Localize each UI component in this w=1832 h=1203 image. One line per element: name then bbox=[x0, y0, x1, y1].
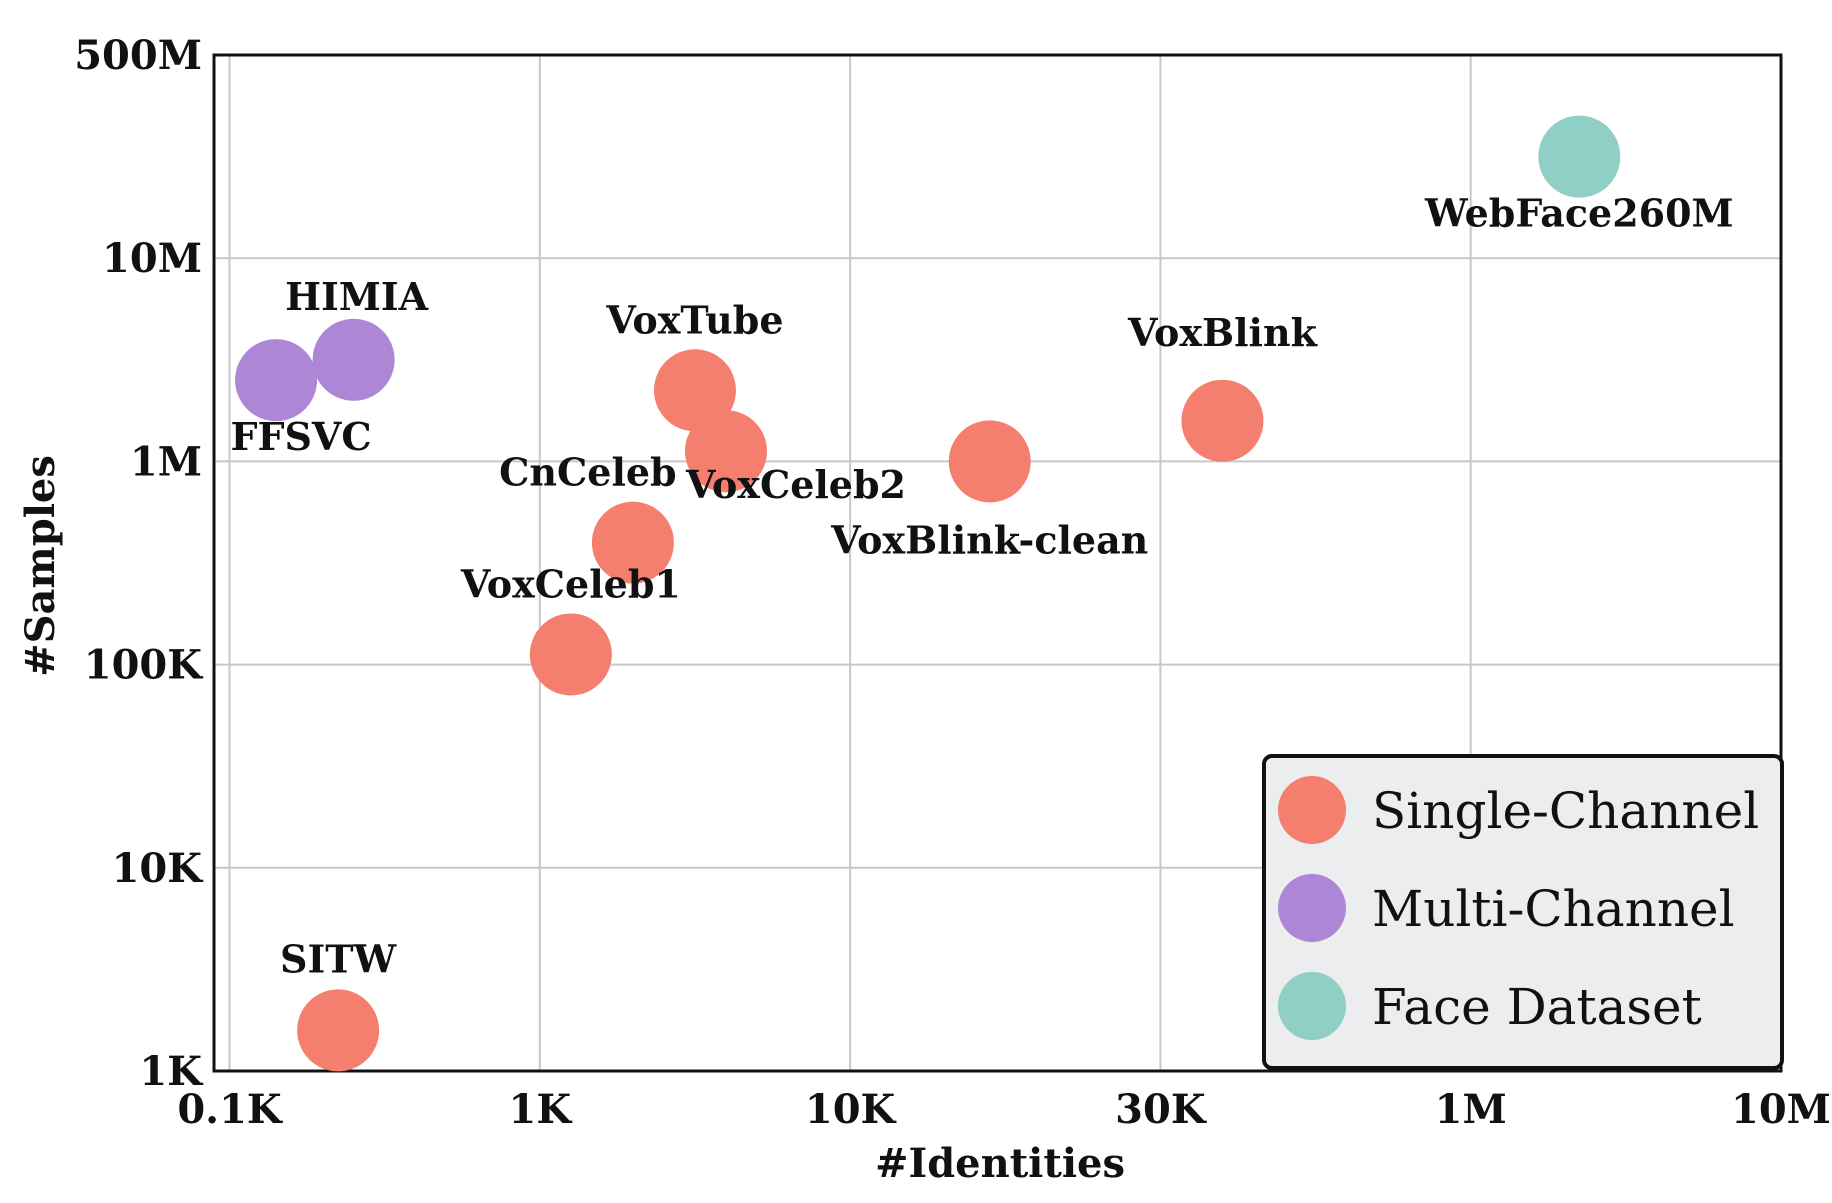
data-point-label: SITW bbox=[280, 936, 397, 981]
legend-box bbox=[1262, 754, 1784, 1070]
legend-label: Multi-Channel bbox=[1372, 880, 1735, 938]
legend-marker bbox=[1278, 972, 1346, 1040]
data-point-label: HIMIA bbox=[285, 274, 429, 319]
data-point bbox=[529, 613, 612, 696]
data-point-label: VoxCeleb1 bbox=[460, 561, 681, 606]
legend-marker bbox=[1278, 776, 1346, 844]
data-point-label: FFSVC bbox=[230, 414, 371, 459]
data-point-label: VoxCeleb2 bbox=[685, 462, 906, 507]
x-tick-label: 10K bbox=[805, 1086, 897, 1133]
data-point-label: WebFace260M bbox=[1424, 191, 1734, 236]
y-tick-label: 500M bbox=[74, 32, 202, 79]
x-tick-label: 1K bbox=[509, 1086, 573, 1133]
y-tick-label: 10M bbox=[102, 235, 202, 282]
y-tick-label: 100K bbox=[84, 642, 203, 689]
y-axis-title: #Samples bbox=[17, 455, 64, 677]
x-axis-title: #Identities bbox=[875, 1140, 1125, 1187]
y-tick-label: 10K bbox=[112, 845, 204, 892]
data-point bbox=[1181, 379, 1264, 462]
x-tick-label: 10M bbox=[1731, 1086, 1831, 1133]
legend-label: Single-Channel bbox=[1372, 782, 1759, 840]
data-point bbox=[235, 339, 318, 422]
data-point bbox=[653, 349, 736, 432]
x-tick-label: 30K bbox=[1115, 1086, 1207, 1133]
data-point bbox=[948, 420, 1031, 503]
legend-label: Face Dataset bbox=[1372, 978, 1702, 1036]
legend-marker bbox=[1278, 874, 1346, 942]
data-points bbox=[235, 115, 1621, 1072]
point-labels: SITW VoxCeleb1 CnCeleb VoxTube VoxCeleb2 VoxB… bbox=[230, 191, 1733, 982]
y-tick-label: 1K bbox=[139, 1048, 203, 1095]
plot-frame bbox=[212, 53, 1783, 1073]
legend: Single-Channel Multi-Channel Face Dataset bbox=[1262, 754, 1784, 1070]
y-tick-label: 1M bbox=[130, 438, 202, 485]
data-point bbox=[591, 501, 674, 584]
data-point-label: VoxBlink bbox=[1127, 310, 1318, 355]
data-point-label: VoxTube bbox=[605, 297, 783, 342]
data-point-label: VoxBlink-clean bbox=[830, 517, 1148, 562]
x-tick-label: 1M bbox=[1435, 1086, 1507, 1133]
data-point bbox=[312, 318, 395, 401]
data-point bbox=[297, 989, 380, 1072]
data-point bbox=[684, 410, 767, 493]
data-point bbox=[1538, 115, 1621, 198]
data-point-label: CnCeleb bbox=[499, 450, 676, 495]
x-tick-label: 0.1K bbox=[177, 1086, 283, 1133]
